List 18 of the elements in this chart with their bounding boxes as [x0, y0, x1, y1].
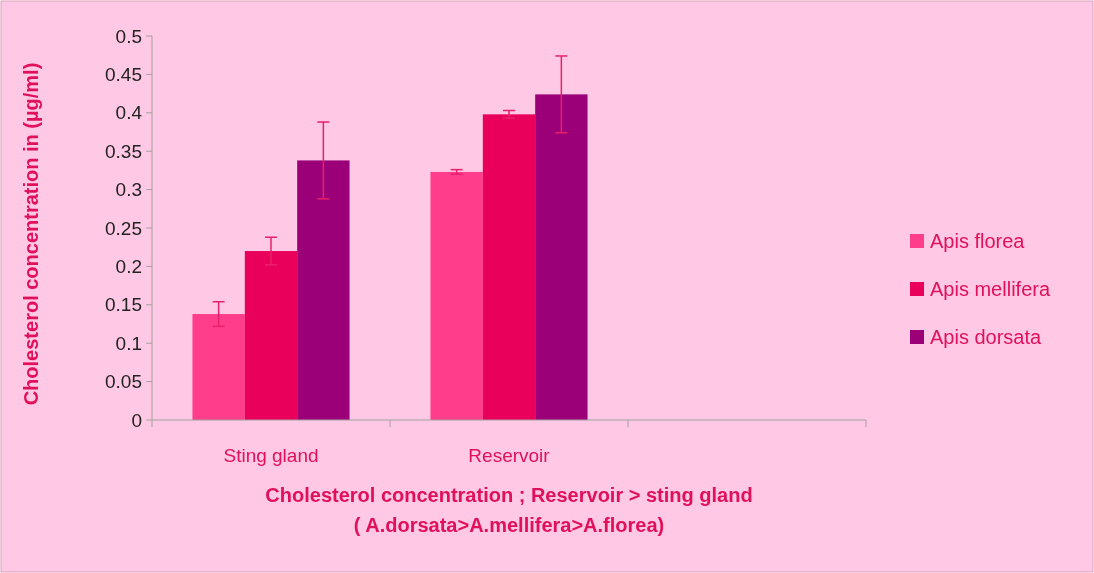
- legend-label: Apis mellifera: [930, 278, 1051, 300]
- x-tick-label: Sting gland: [223, 445, 319, 466]
- y-tick-label: 0.2: [115, 256, 142, 278]
- y-tick-label: 0.5: [115, 25, 142, 47]
- y-tick-label: 0.1: [115, 332, 142, 354]
- y-tick-label: 0.25: [105, 217, 142, 239]
- y-tick-label: 0.15: [105, 294, 142, 316]
- y-tick-label: 0: [131, 409, 142, 431]
- x-axis-title: Cholesterol concentration ; Reservoir > sting gland ( A.dorsata>A.mellifera>A.florea): [265, 484, 753, 536]
- y-axis-title: Cholesterol concentration in (µg/ml): [20, 62, 42, 406]
- y-tick-label: 0.35: [105, 140, 142, 162]
- legend-label: Apis dorsata: [930, 326, 1043, 348]
- legend-label: Apis florea: [930, 230, 1026, 252]
- y-tick-label: 0.45: [105, 64, 142, 86]
- y-tick-label: 0.4: [115, 102, 143, 124]
- y-tick-label: 0.05: [105, 371, 142, 393]
- y-tick-label: 0.3: [115, 179, 142, 201]
- x-tick-label: Reservoir: [468, 445, 551, 466]
